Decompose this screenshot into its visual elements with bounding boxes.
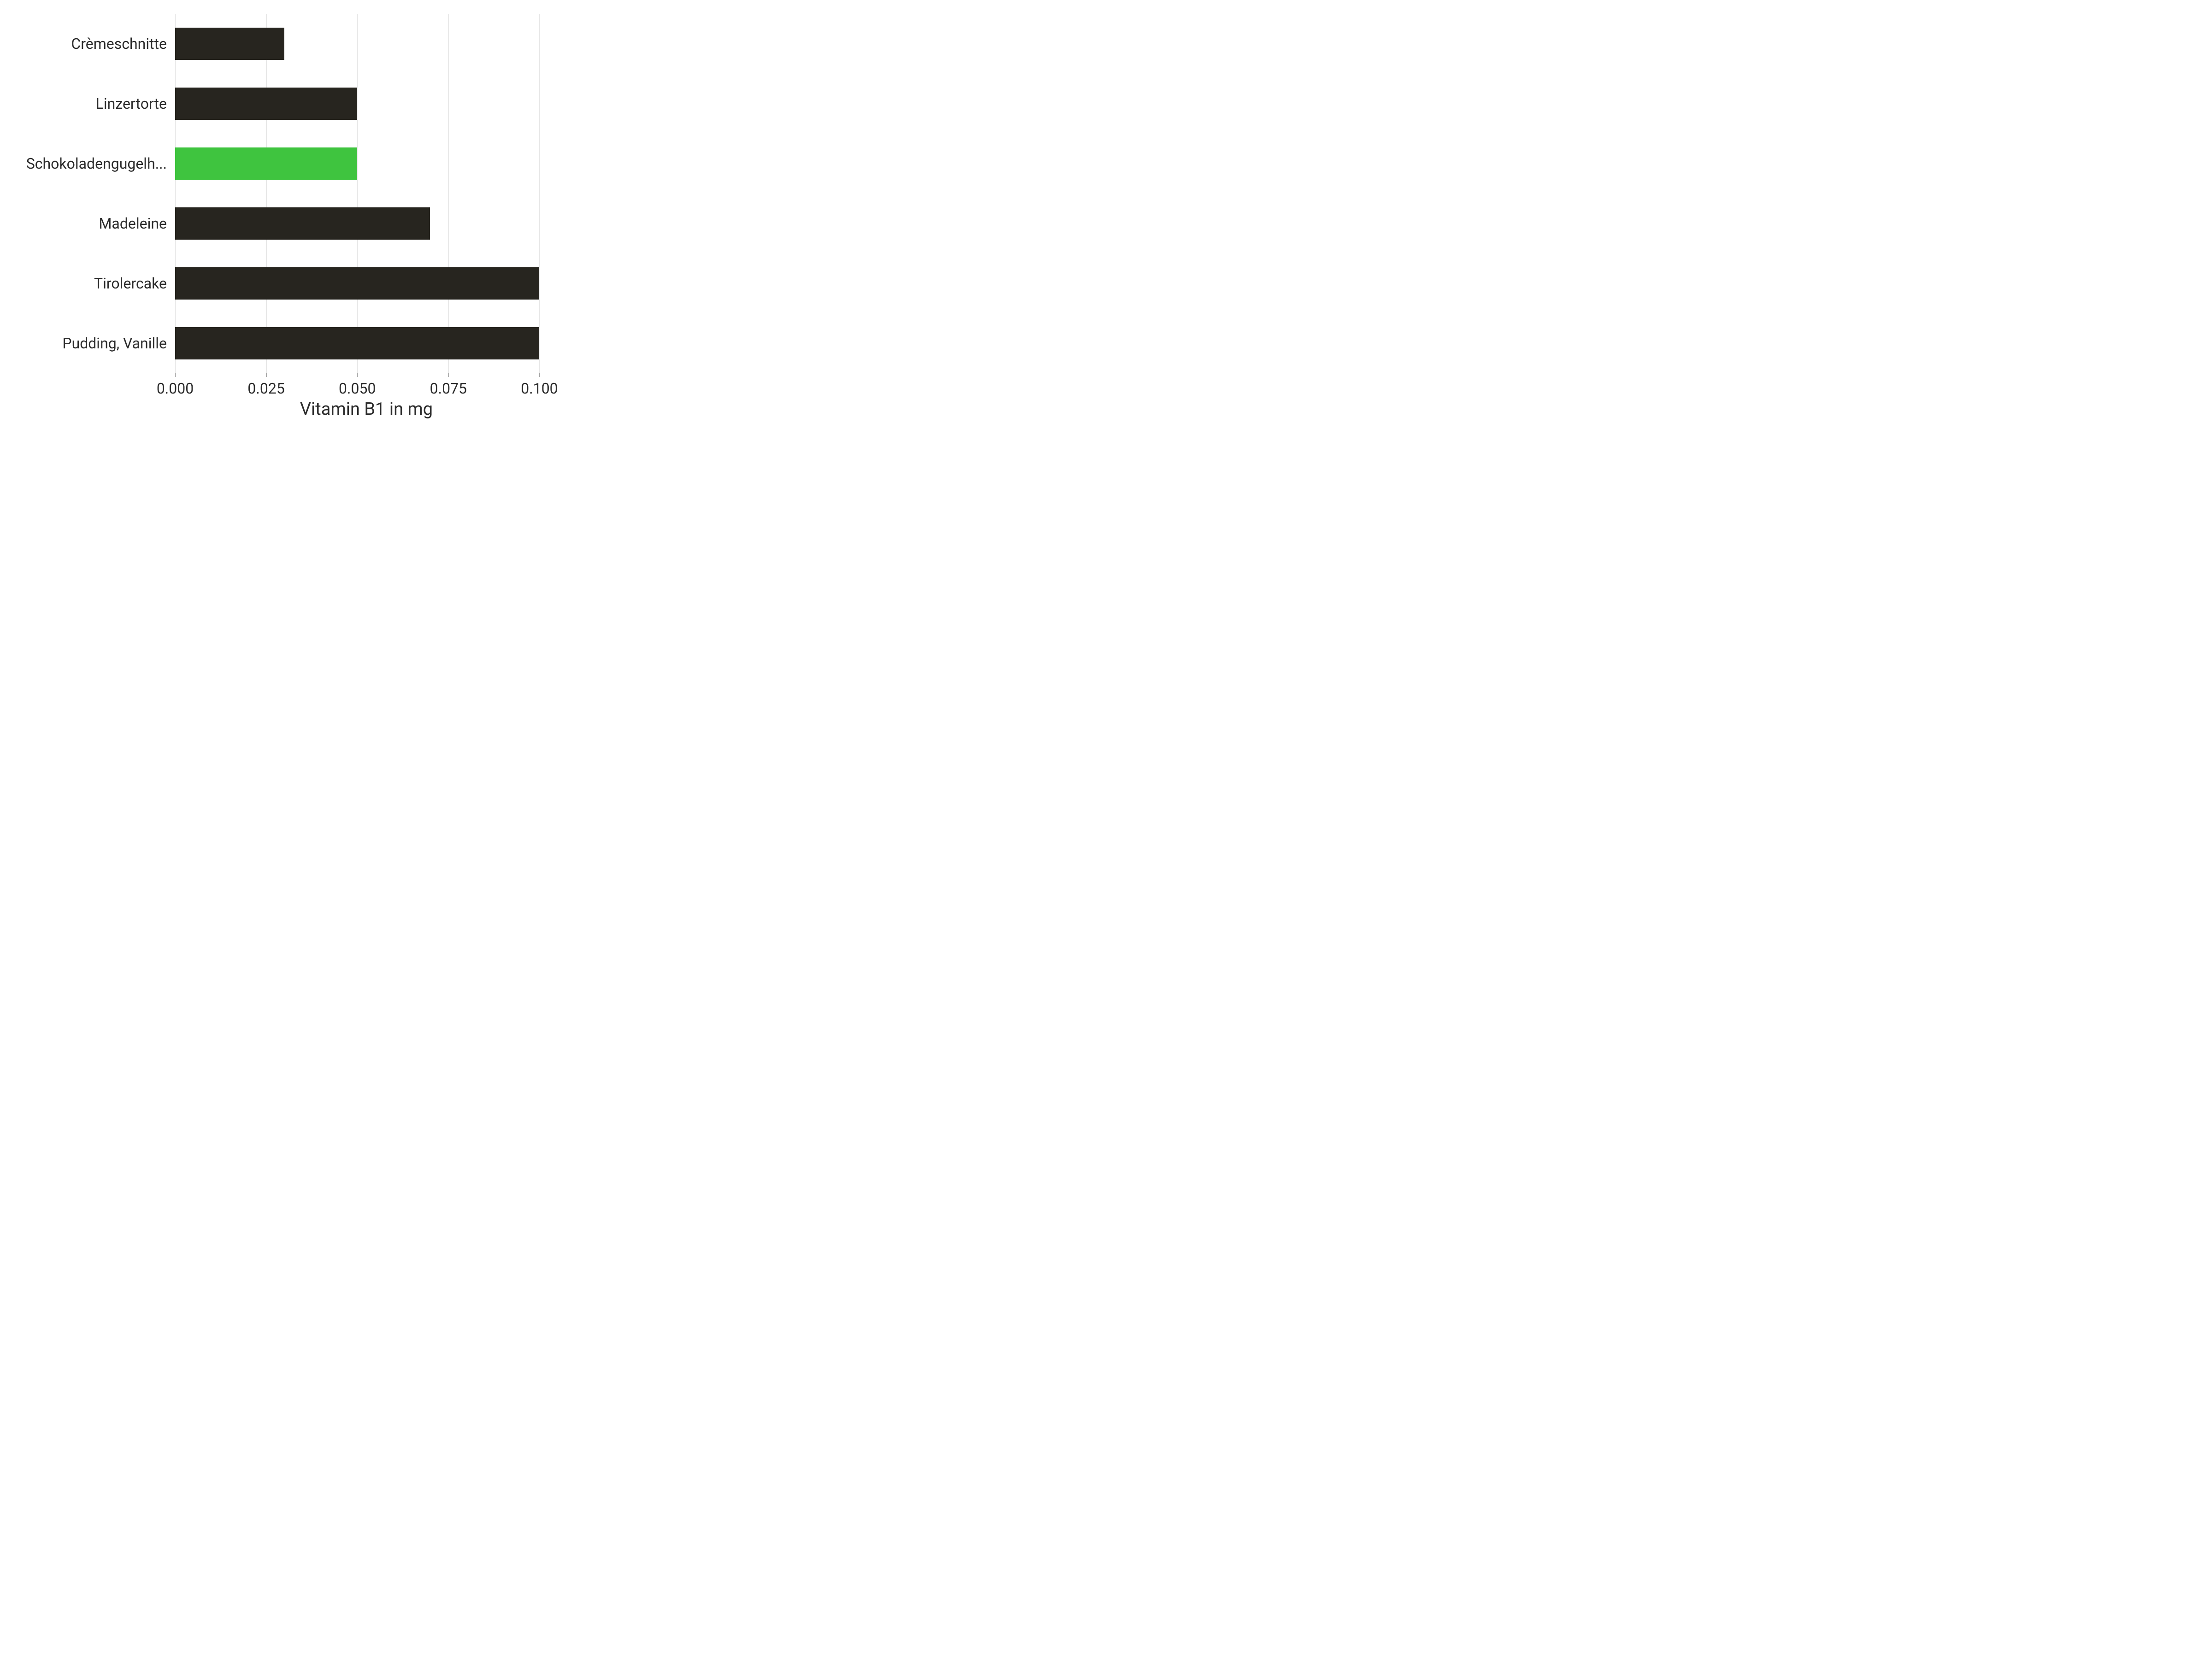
gridline (266, 14, 267, 373)
y-category-label: Linzertorte (96, 95, 175, 112)
gridline (539, 14, 540, 373)
y-category-label: Tirolercake (94, 275, 175, 292)
bar (175, 327, 539, 359)
x-tick-label: 0.075 (430, 373, 467, 397)
x-tick-label: 0.000 (157, 373, 194, 397)
y-category-label: Pudding, Vanille (62, 335, 175, 352)
bar (175, 88, 357, 120)
x-tick-label: 0.100 (521, 373, 558, 397)
bar (175, 147, 357, 180)
plot-area: 0.0000.0250.0500.0750.100CrèmeschnitteLi… (175, 14, 558, 373)
gridline (175, 14, 176, 373)
y-category-label: Madeleine (99, 215, 175, 232)
gridline (357, 14, 358, 373)
x-axis-title: Vitamin B1 in mg (300, 399, 433, 419)
x-tick-label: 0.050 (339, 373, 376, 397)
y-category-label: Crèmeschnitte (71, 35, 175, 53)
gridline (448, 14, 449, 373)
bar (175, 267, 539, 300)
bar (175, 207, 430, 240)
x-tick-label: 0.025 (247, 373, 284, 397)
bar (175, 28, 284, 60)
y-category-label: Schokoladengugelh... (26, 155, 175, 172)
bar-chart: 0.000 0.025 0.050 0.075 0.100 Crèmeschnitte Li… (0, 0, 576, 433)
